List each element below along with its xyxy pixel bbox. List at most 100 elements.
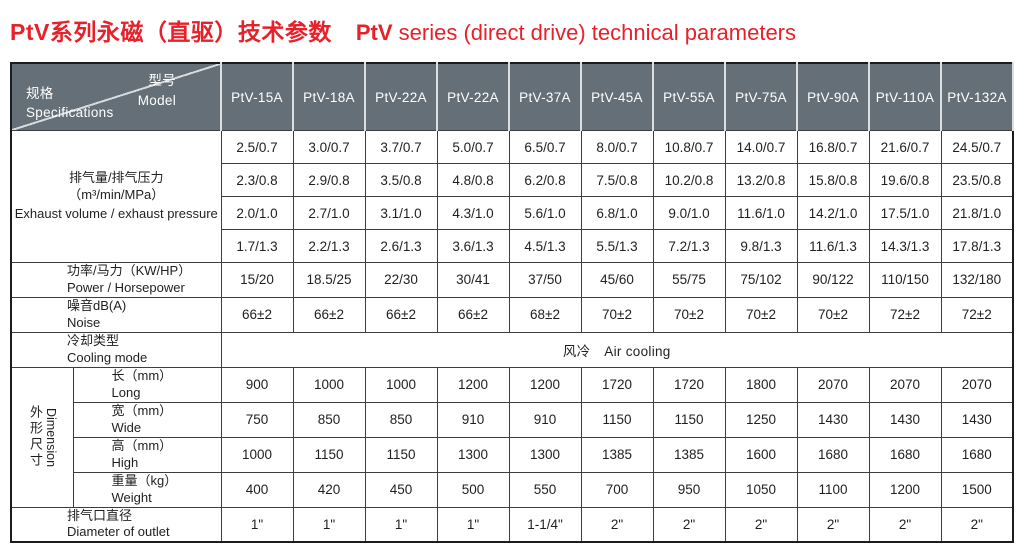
value-cell: 2070 [868,366,942,403]
row-label-weight: 重量（kg） Weight [72,471,222,508]
value-cell: 14.0/0.7 [724,130,798,164]
value-cell: 1150 [652,401,726,438]
value-cell: 1680 [940,436,1014,473]
value-cell: 1150 [580,401,654,438]
table-row: 冷却类型 Cooling mode 风冷 Air cooling [10,331,1014,368]
value-cell: 450 [364,471,438,508]
value-cell: 24.5/0.7 [940,130,1014,164]
value-cell: 132/180 [940,262,1014,298]
value-cell: 2.0/1.0 [220,196,294,230]
cooling-value-cell: 风冷 Air cooling [220,331,1014,368]
page-title-zh: PtV系列永磁（直驱）技术参数 [10,19,332,45]
model-header-cell: PtV-15A [220,62,294,131]
model-header-cell: PtV-132A [940,62,1014,131]
value-cell: 11.6/1.3 [796,229,870,263]
value-cell: 1430 [796,401,870,438]
value-cell: 1300 [508,436,582,473]
value-cell: 1600 [724,436,798,473]
value-cell: 2.3/0.8 [220,163,294,197]
row-label-noise: 噪音dB(A) Noise [10,296,222,333]
corner-spec-label: 规格 Specifications [26,85,114,121]
value-cell: 2" [724,506,798,543]
value-cell: 2.6/1.3 [364,229,438,263]
value-cell: 72±2 [868,296,942,333]
value-cell: 15/20 [220,262,294,298]
corner-model-label: 型号 Model [137,73,176,108]
value-cell: 1000 [220,436,294,473]
table-row: 1.7/1.3 2.2/1.3 2.6/1.3 3.6/1.3 4.5/1.3 5.5/1… [11,229,1014,263]
table-corner-cell: 型号 Model 规格 Specifications [10,62,222,131]
value-cell: 45/60 [580,262,654,298]
value-cell: 66±2 [364,296,438,333]
value-cell: 70±2 [652,296,726,333]
value-cell: 37/50 [508,262,582,298]
value-cell: 1430 [868,401,942,438]
value-cell: 2.9/0.8 [292,163,366,197]
value-cell: 9.0/1.0 [652,196,726,230]
table-row: 2.0/1.0 2.7/1.0 3.1/1.0 4.3/1.0 5.6/1.0 6.8/1… [11,196,1014,230]
value-cell: 6.8/1.0 [580,196,654,230]
value-cell: 1200 [508,366,582,403]
value-cell: 90/122 [796,262,870,298]
value-cell: 16.8/0.7 [796,130,870,164]
value-cell: 23.5/0.8 [940,163,1014,197]
value-cell: 1385 [652,436,726,473]
value-cell: 4.5/1.3 [508,229,582,263]
row-label-cooling: 冷却类型 Cooling mode [10,331,222,368]
model-header-cell: PtV-18A [292,62,366,131]
table-row: 噪音dB(A) Noise 66±2 66±2 66±2 66±2 68±2 70±2 70… [10,296,1014,333]
value-cell: 1250 [724,401,798,438]
value-cell: 66±2 [436,296,510,333]
row-label-power: 功率/马力（KW/HP） Power / Horsepower [10,262,222,298]
value-cell: 750 [220,401,294,438]
value-cell: 1300 [436,436,510,473]
model-header-cell: PtV-90A [796,62,870,131]
value-cell: 5.6/1.0 [508,196,582,230]
table-row: 排气量/排气压力 （m³/min/MPa） Exhaust volume / e… [10,130,1014,263]
value-cell: 75/102 [724,262,798,298]
value-cell: 900 [220,366,294,403]
value-cell: 3.6/1.3 [436,229,510,263]
value-cell: 1385 [580,436,654,473]
table-row: 功率/马力（KW/HP） Power / Horsepower 15/20 18.… [10,262,1014,298]
value-cell: 7.2/1.3 [652,229,726,263]
value-cell: 1430 [940,401,1014,438]
model-header-cell: PtV-37A [508,62,582,131]
value-cell: 910 [508,401,582,438]
model-header-cell: PtV-22A [436,62,510,131]
brand-text: PtV [355,20,393,45]
value-cell: 8.0/0.7 [580,130,654,164]
value-cell: 1200 [868,471,942,508]
value-cell: 10.8/0.7 [652,130,726,164]
value-cell: 1200 [436,366,510,403]
value-cell: 6.2/0.8 [508,163,582,197]
value-cell: 3.1/1.0 [364,196,438,230]
table-row: 重量（kg） Weight 400 420 450 500 550 700 950 1050 1… [11,471,1014,508]
value-cell: 1800 [724,366,798,403]
value-cell: 1680 [868,436,942,473]
table-row: 外形尺寸 Dimension 长（mm） Long 900 1000 1000 120… [10,366,1014,508]
value-cell: 2.7/1.0 [292,196,366,230]
model-header-cell: PtV-45A [580,62,654,131]
value-cell: 5.5/1.3 [580,229,654,263]
value-cell: 1720 [652,366,726,403]
row-group-dimension: 外形尺寸 Dimension [10,366,74,508]
value-cell: 7.5/0.8 [580,163,654,197]
value-cell: 400 [220,471,294,508]
value-cell: 66±2 [292,296,366,333]
value-cell: 1150 [292,436,366,473]
value-cell: 14.3/1.3 [868,229,942,263]
technical-parameters-table: 型号 Model 规格 Specifications PtV-15A PtV-18… [10,62,1014,544]
value-cell: 1050 [724,471,798,508]
value-cell: 1100 [796,471,870,508]
value-cell: 4.3/1.0 [436,196,510,230]
value-cell: 6.5/0.7 [508,130,582,164]
value-cell: 1720 [580,366,654,403]
value-cell: 68±2 [508,296,582,333]
value-cell: 2.2/1.3 [292,229,366,263]
value-cell: 66±2 [220,296,294,333]
model-header-cell: PtV-75A [724,62,798,131]
table-row: 排气口直径 Diameter of outlet 1" 1" 1" 1" 1-1/4" 2… [10,506,1014,543]
value-cell: 70±2 [724,296,798,333]
value-cell: 15.8/0.8 [796,163,870,197]
